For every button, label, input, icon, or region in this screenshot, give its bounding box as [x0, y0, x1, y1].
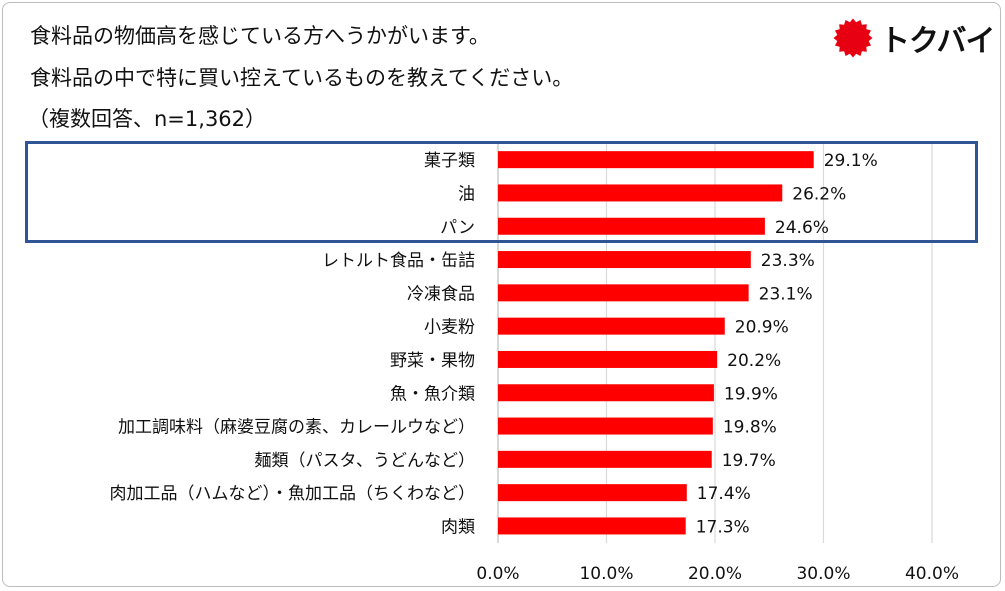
bar [498, 417, 713, 435]
highlight-box [25, 141, 978, 243]
x-axis-ticks: 0.0% 10.0% 20.0% 30.0% 40.0% [476, 564, 959, 584]
bar [498, 151, 814, 169]
bar [498, 251, 751, 269]
data-label: 20.2% [727, 351, 781, 371]
data-label: 24.6% [775, 218, 829, 238]
category-label: 小麦粉 [424, 318, 475, 338]
data-labels: 29.1% 26.2% 24.6% 23.3% 23.1% 20.9% 20.2% 19.9%… [696, 151, 878, 537]
tick-label: 10.0% [579, 564, 633, 584]
bar [498, 384, 714, 402]
bar [498, 284, 749, 302]
tick-label: 20.0% [688, 564, 742, 584]
category-label: 野菜・果物 [390, 351, 475, 371]
tick-label: 40.0% [905, 564, 959, 584]
category-label: 油 [458, 184, 475, 204]
data-label: 19.7% [722, 451, 776, 471]
grid-lines [497, 143, 933, 543]
bar [498, 450, 712, 468]
data-label: 26.2% [792, 184, 846, 204]
tokubai-logo: トクバイ [833, 16, 995, 60]
data-label: 20.9% [735, 318, 789, 338]
question-line-2: 食料品の中で特に買い控えているものを教えてください。 [30, 66, 574, 90]
category-label: 肉加工品（ハムなど）・魚加工品（ちくわなど） [110, 484, 476, 504]
bar [498, 317, 725, 335]
category-label: 加工調味料（麻婆豆腐の素、カレールウなど） [118, 418, 475, 438]
category-label: 菓子類 [424, 151, 475, 171]
tick-label: 30.0% [796, 564, 850, 584]
tick-label: 0.0% [476, 564, 519, 584]
category-label: 魚・魚介類 [390, 384, 475, 404]
bar [498, 184, 783, 202]
category-label: レトルト食品・缶詰 [322, 251, 475, 271]
category-label: 冷凍食品 [407, 284, 475, 304]
logo-text: トクバイ [880, 24, 995, 59]
data-label: 23.1% [759, 284, 813, 304]
category-label: パン [440, 218, 475, 238]
sample-note: （複数回答、n=1,362） [28, 107, 267, 131]
bar [498, 517, 686, 535]
data-label: 19.9% [724, 384, 778, 404]
sun-burst-icon [833, 18, 873, 58]
data-label: 17.4% [697, 484, 751, 504]
data-label: 23.3% [761, 251, 815, 271]
data-label: 17.3% [696, 517, 750, 537]
category-labels: 菓子類油パンレトルト食品・缶詰冷凍食品小麦粉野菜・果物魚・魚介類加工調味料（麻婆… [110, 151, 476, 537]
bar [498, 350, 718, 368]
category-label: 肉類 [441, 517, 475, 537]
category-label: 麺類（パスタ、うどんなど） [255, 451, 476, 471]
bar [498, 484, 687, 502]
data-label: 19.8% [723, 418, 777, 438]
data-label: 29.1% [824, 151, 878, 171]
bar [498, 217, 765, 235]
bars [498, 151, 814, 535]
question-line-1: 食料品の物価高を感じている方へうかがいます。 [30, 24, 490, 48]
